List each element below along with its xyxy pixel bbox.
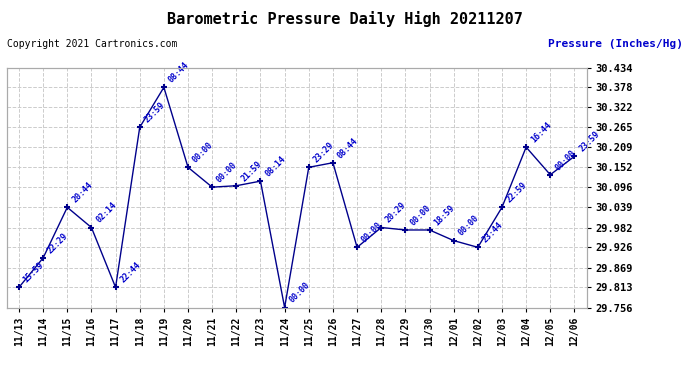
Text: 23:59: 23:59 bbox=[578, 129, 601, 154]
Text: 00:00: 00:00 bbox=[553, 148, 577, 172]
Text: 08:44: 08:44 bbox=[336, 136, 359, 160]
Text: 22:59: 22:59 bbox=[505, 180, 529, 204]
Text: 21:59: 21:59 bbox=[239, 159, 263, 183]
Text: 00:00: 00:00 bbox=[457, 214, 480, 238]
Text: Barometric Pressure Daily High 20211207: Barometric Pressure Daily High 20211207 bbox=[167, 11, 523, 27]
Text: 08:44: 08:44 bbox=[167, 60, 190, 84]
Text: 00:00: 00:00 bbox=[191, 141, 215, 165]
Text: 22:44: 22:44 bbox=[119, 261, 142, 285]
Text: 23:29: 23:29 bbox=[312, 141, 335, 165]
Text: 02:14: 02:14 bbox=[95, 201, 118, 225]
Text: 18:59: 18:59 bbox=[433, 203, 456, 227]
Text: 00:00: 00:00 bbox=[360, 220, 384, 245]
Text: 20:44: 20:44 bbox=[70, 180, 94, 204]
Text: 20:29: 20:29 bbox=[384, 201, 408, 225]
Text: 08:14: 08:14 bbox=[264, 154, 287, 178]
Text: 23:59: 23:59 bbox=[143, 100, 166, 124]
Text: Pressure (Inches/Hg): Pressure (Inches/Hg) bbox=[548, 39, 683, 50]
Text: Copyright 2021 Cartronics.com: Copyright 2021 Cartronics.com bbox=[7, 39, 177, 50]
Text: 00:00: 00:00 bbox=[215, 160, 239, 184]
Text: 22:29: 22:29 bbox=[46, 231, 70, 255]
Text: 00:00: 00:00 bbox=[408, 203, 432, 227]
Text: 00:00: 00:00 bbox=[288, 280, 311, 305]
Text: 16:44: 16:44 bbox=[529, 120, 553, 144]
Text: 23:44: 23:44 bbox=[481, 220, 504, 245]
Text: 15:59: 15:59 bbox=[22, 261, 46, 285]
